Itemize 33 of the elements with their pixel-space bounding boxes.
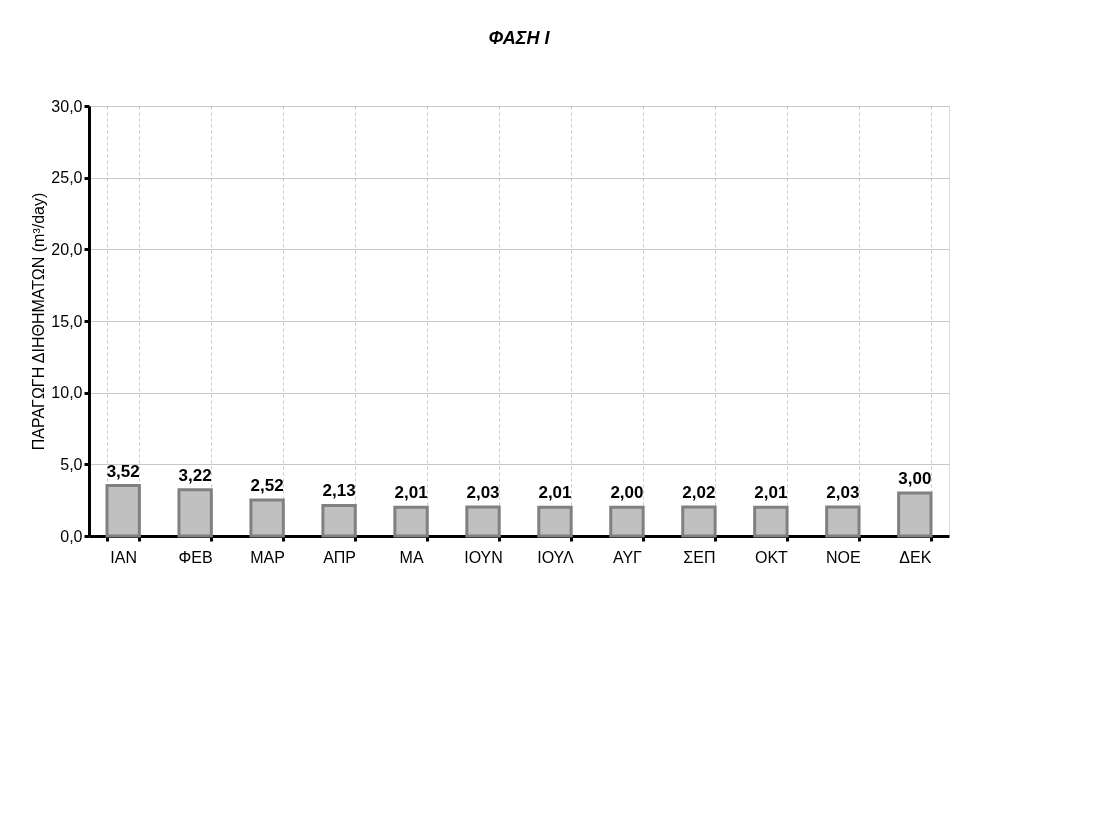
data-label: 3,22 — [178, 465, 212, 485]
data-label: 2,01 — [394, 483, 428, 503]
x-tick-label: ΟΚΤ — [754, 548, 789, 566]
x-tick-label: ΑΥΓ — [612, 548, 643, 566]
x-tick-label: ΜΑΡ — [250, 548, 285, 566]
y-tick-label: 10,0 — [51, 384, 83, 402]
y-tick-label: 15,0 — [51, 312, 83, 330]
x-tick-label: ΣΕΠ — [683, 548, 716, 566]
x-tick-label: ΙΟΥΝ — [464, 548, 503, 566]
y-tick-label: 25,0 — [51, 169, 83, 187]
y-tick-label: 20,0 — [51, 240, 83, 258]
data-label: 2,13 — [322, 481, 356, 501]
data-label: 2,03 — [466, 482, 500, 502]
data-label: 2,01 — [538, 483, 572, 503]
y-tick-label: 5,0 — [60, 455, 83, 473]
x-tick-label: ΑΠΡ — [323, 548, 357, 566]
x-tick-label: ΜΑ — [399, 548, 424, 566]
data-label: 2,02 — [682, 483, 716, 503]
x-tick-label: ΙΟΥΛ — [537, 548, 575, 566]
x-tick-label: ΙΑΝ — [110, 548, 138, 566]
x-tick-label: ΔΕΚ — [899, 548, 932, 566]
data-label: 2,01 — [754, 483, 788, 503]
data-label: 2,52 — [250, 475, 284, 495]
chart-title: ΦΑΣΗ Ι — [488, 28, 551, 48]
y-tick-label: 30,0 — [51, 97, 83, 115]
x-tick-label: ΦΕΒ — [178, 548, 213, 566]
x-tick-label: ΝΟΕ — [826, 548, 861, 566]
data-label: 2,03 — [826, 482, 860, 502]
data-label: 3,00 — [898, 469, 932, 488]
data-label: 3,52 — [106, 461, 140, 481]
data-label: 2,00 — [610, 483, 644, 503]
y-tick-label: 0,0 — [60, 527, 83, 545]
y-axis-title: ΠΑΡΑΓΩΓΗ ΔΙΗΘΗΜΑΤΩΝ (m³/day) — [30, 192, 48, 451]
